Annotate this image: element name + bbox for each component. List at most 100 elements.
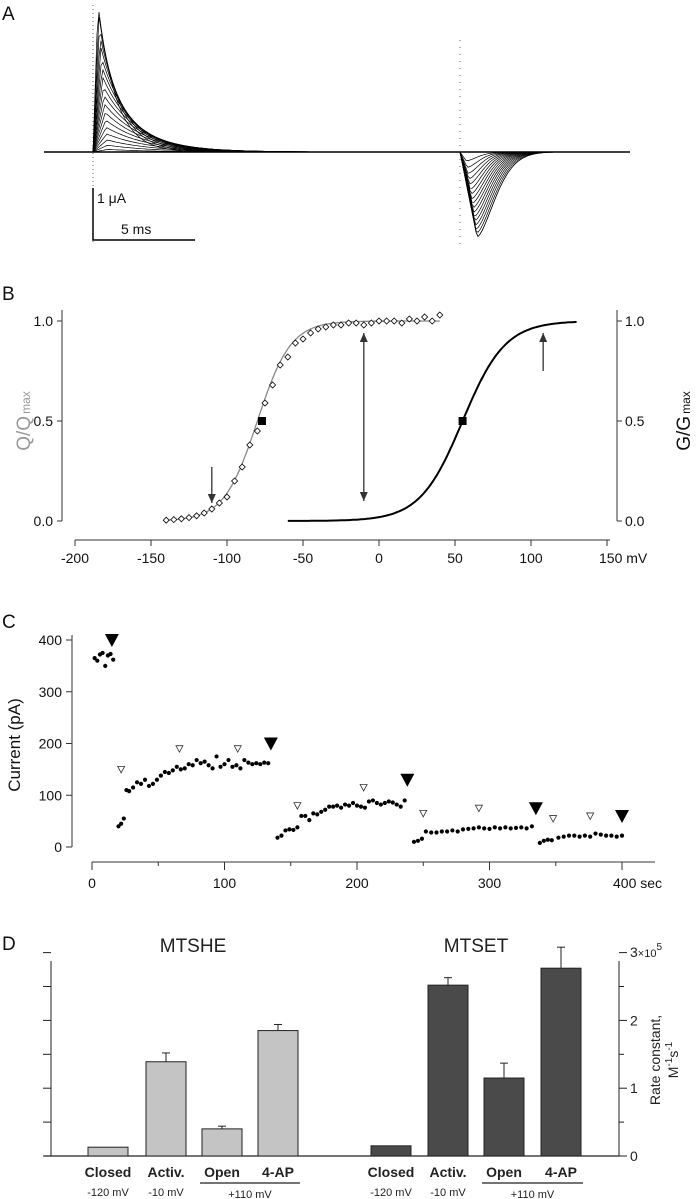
x-tick-label: -200 [61,550,89,566]
arrow-head [539,333,548,342]
current-data-point [154,777,160,782]
off-gating-trace [459,151,600,217]
current-data-point [466,826,471,831]
current-data-point [358,804,364,809]
rate-multiplier: 3×105 [630,942,662,960]
current-data-point [186,762,191,767]
x-tick-label: 400 sec [613,875,662,891]
scale-bar-time: 5 ms [121,221,151,237]
q-data-point [390,317,398,325]
x-tick-label: 100 [519,550,543,566]
on-gating-trace [92,127,329,153]
current-data-point [366,799,372,804]
current-data-point [146,783,152,789]
current-data-point [614,834,619,839]
current-data-point [577,834,582,839]
scale-bar-current: 1 μA [97,190,127,206]
current-data-point [138,781,144,786]
q-data-point [345,319,353,327]
current-data-point [508,826,513,831]
current-data-point [370,798,375,803]
current-data-point [593,831,598,836]
current-data-point [92,656,97,661]
current-data-point [198,761,203,766]
current-data-point [398,804,403,809]
q-data-point [185,514,193,522]
q-data-point [352,319,360,327]
g-fit-curve [287,320,577,522]
current-data-point [598,832,603,837]
voltage-label: +110 mV [511,1189,555,1199]
x-tick-label: 100 [213,875,237,891]
bar-category-label: Activ. [147,1164,184,1180]
q-data-point [375,317,383,325]
q-data-point [200,509,208,517]
current-data-point [95,658,100,663]
current-data-point [503,825,508,830]
voltage-label: -120 mV [370,1187,412,1199]
current-data-point [350,800,356,806]
current-data-point [402,798,407,803]
current-data-point [226,757,231,763]
current-data-point [471,826,476,831]
voltage-label: -10 mV [148,1187,184,1199]
open-triangle-marker [419,809,428,818]
current-data-point [178,767,183,772]
panel-label-d: D [2,934,16,955]
current-data-point [150,781,156,786]
q-data-point [276,361,284,369]
current-data-point [604,833,609,838]
current-data-point [582,833,588,838]
x-tick-label: 50 [447,550,463,566]
current-data-point [182,766,187,771]
current-data-point [346,803,352,808]
current-data-point [460,827,466,832]
current-data-point [382,800,387,806]
y-tick-label: 200 [39,736,63,752]
y-tick-label: 0 [54,839,62,855]
q-data-point [314,325,322,333]
q-data-point [413,317,421,325]
current-data-point [246,760,251,765]
on-gating-trace [92,40,329,153]
q-data-point [322,323,330,331]
current-data-point [572,833,577,838]
current-data-point [116,824,121,829]
current-data-point [323,807,328,812]
q-tick-label: 1.0 [34,313,54,329]
current-data-point [108,651,113,657]
bar [483,1077,525,1157]
on-gating-trace [92,16,329,153]
panel-label-a: A [2,4,15,25]
on-gating-trace [92,61,329,153]
current-data-point [258,762,263,767]
bar-category-label: 4-AP [545,1164,577,1180]
open-triangle-marker [359,784,368,792]
q-data-point [428,317,436,325]
y-tick-label: 400 [39,632,63,648]
right-tick-label: 1 [630,1080,638,1096]
bar [145,1061,187,1157]
current-data-point [335,803,340,808]
filled-triangle-marker [528,802,543,816]
current-data-point [331,804,336,809]
current-data-point [513,825,519,830]
current-data-point [222,762,227,767]
open-triangle-marker [474,804,484,813]
current-data-point [450,828,455,833]
current-data-point [556,835,561,840]
rate-axis-label: Rate constant, [647,1015,663,1105]
current-data-point [242,757,247,763]
open-triangle-marker [233,745,242,754]
current-data-point [545,837,550,842]
g-tick-label: 1.0 [625,313,645,329]
q-tick-label: 0.5 [34,413,54,429]
q-data-point [284,353,292,361]
filled-triangle-marker [263,737,278,751]
bar [257,1030,299,1157]
current-data-point [307,817,312,823]
q-axis-label: Q/Qmax [14,391,35,451]
q-data-point [383,317,391,325]
bar-category-label: Closed [368,1164,415,1180]
